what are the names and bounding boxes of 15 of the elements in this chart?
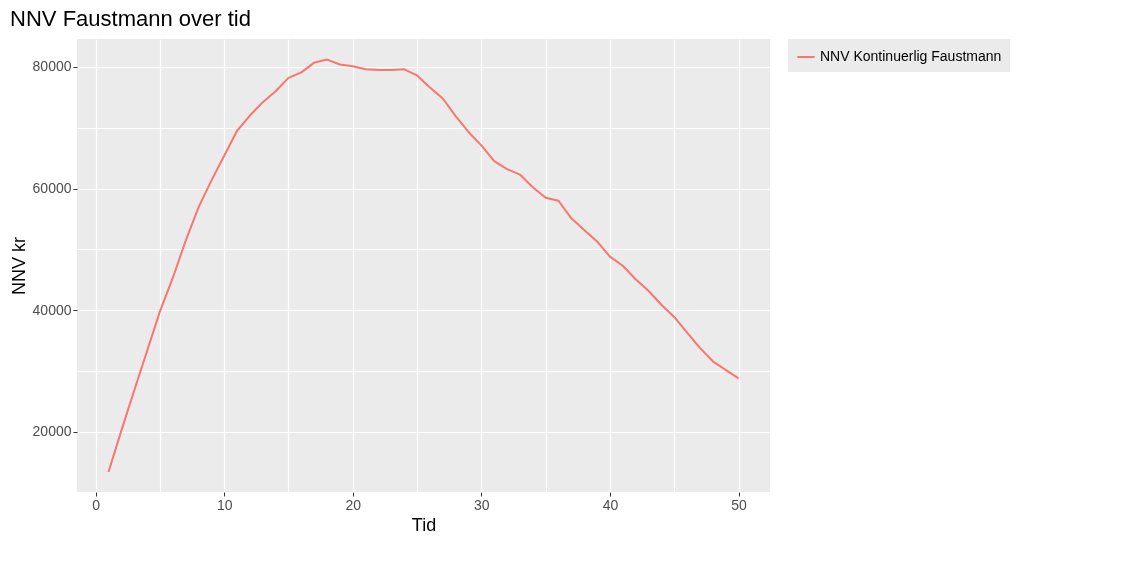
x-axis-title: Tid	[411, 514, 437, 535]
x-tick-label: 10	[216, 496, 233, 513]
y-tick-label: 20000	[32, 423, 72, 440]
y-axis-title: NNV kr	[8, 237, 29, 295]
x-tick-label: 20	[345, 496, 362, 513]
x-tick-label: 0	[92, 496, 101, 513]
y-tick-label: 40000	[32, 301, 72, 318]
y-tick-label: 60000	[32, 180, 72, 197]
chart-title: NNV Faustmann over tid	[10, 6, 251, 31]
x-tick-label: 30	[474, 496, 490, 513]
y-tick-label: 80000	[32, 58, 72, 75]
x-tick-label: 50	[731, 496, 747, 513]
legend-label: NNV Kontinuerlig Faustmann	[820, 48, 1002, 64]
x-tick-label: 40	[602, 496, 619, 513]
line-series	[107, 58, 740, 474]
